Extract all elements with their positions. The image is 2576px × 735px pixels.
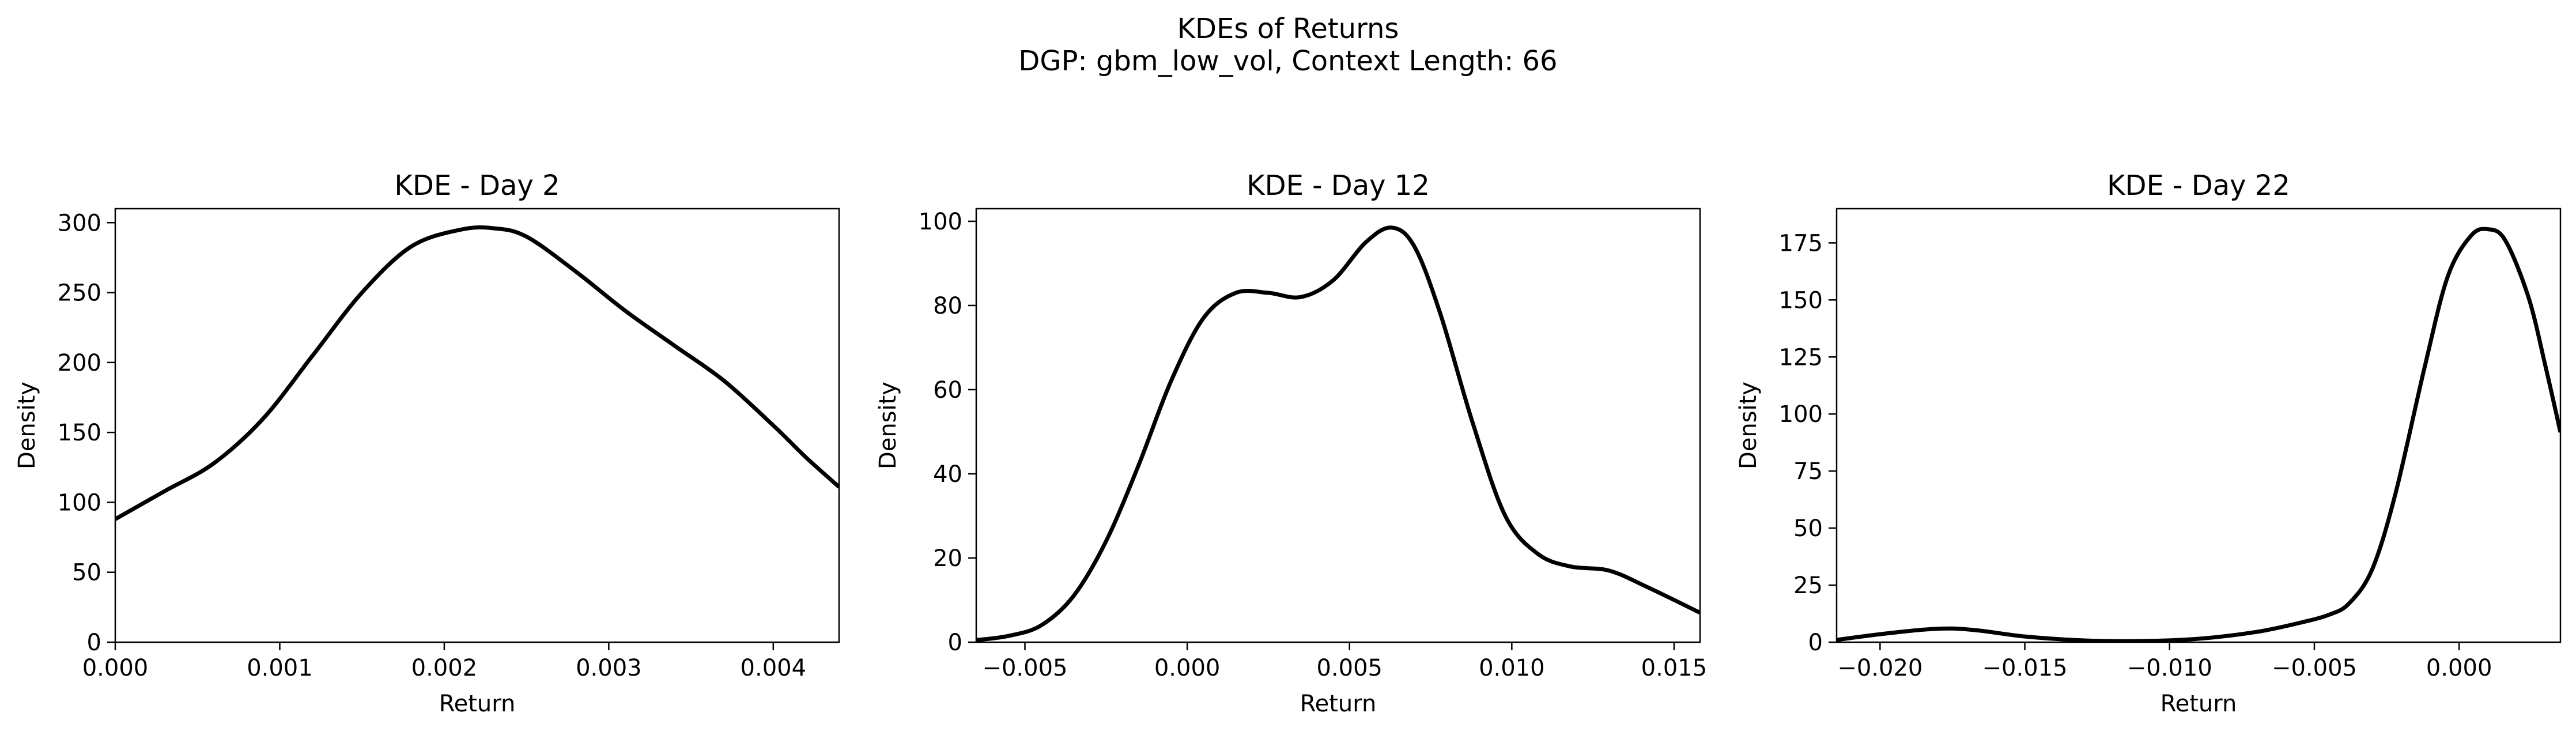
x-tick-label: −0.015 [1982, 655, 2068, 681]
y-axis-label: Density [875, 382, 901, 469]
y-tick-label: 20 [933, 545, 962, 572]
x-tick-label: 0.001 [247, 655, 313, 681]
x-tick-label: −0.005 [2272, 655, 2357, 681]
y-tick-label: 60 [933, 377, 962, 404]
x-tick-label: −0.020 [1837, 655, 1922, 681]
x-tick-label: 0.005 [1316, 655, 1383, 681]
x-tick-label: 0.000 [82, 655, 149, 681]
y-tick-label: 0 [87, 630, 101, 656]
x-tick-label: −0.005 [982, 655, 1067, 681]
axes-frame [114, 208, 840, 643]
y-tick-label: 150 [58, 420, 101, 446]
subplot-1: 0.000 0.001 0.002 0.003 0.004 0 50 100 150 200 250… [14, 169, 840, 717]
y-tick-label: 300 [58, 210, 101, 236]
subplot-grid: 0.000 0.001 0.002 0.003 0.004050100150200250… [14, 169, 2562, 717]
x-axis-label: Return [1300, 691, 1377, 717]
y-tick-label: 80 [933, 293, 962, 319]
x-tick-label: 0.004 [741, 655, 807, 681]
x-tick-label: 0.003 [576, 655, 642, 681]
y-tick-label: 25 [1793, 572, 1823, 599]
subplot-title: KDE - Day 12 [1247, 169, 1430, 202]
kde-curve [1837, 227, 2560, 642]
x-tick-label: 0.000 [1154, 655, 1221, 681]
y-tick-label: 50 [72, 560, 101, 586]
y-tick-label: 100 [919, 209, 962, 235]
y-tick-label: 200 [58, 350, 101, 376]
y-tick-label: 40 [933, 461, 962, 488]
y-axis-label: Density [14, 382, 40, 469]
x-axis-label: Return [2160, 691, 2237, 717]
figure-subtitle: DGP: gbm_low_vol, Context Length: 66 [1018, 45, 1557, 77]
subplot-3: −0.020 −0.015 −0.010 −0.005 0.000 0 25 50 75 100 1… [1735, 169, 2562, 717]
y-tick-label: 50 [1793, 515, 1823, 542]
y-tick-label: 0 [1808, 630, 1823, 656]
y-tick-label: 250 [58, 280, 101, 307]
y-tick-label: 125 [1779, 344, 1823, 371]
x-axis-label: Return [439, 691, 516, 717]
axes-frame [1835, 208, 2562, 643]
x-tick-label: −0.010 [2127, 655, 2212, 681]
kde-curve [115, 225, 839, 521]
x-tick-label: 0.000 [2426, 655, 2492, 681]
figure-title: KDEs of Returns [1177, 13, 1399, 45]
kde-curve [976, 225, 1700, 642]
x-tick-label: 0.010 [1479, 655, 1545, 681]
axes-frame [975, 208, 1701, 643]
y-tick-label: 0 [948, 630, 962, 656]
y-tick-label: 75 [1793, 458, 1823, 485]
x-tick-label: 0.015 [1641, 655, 1708, 681]
subplot-title: KDE - Day 22 [2107, 169, 2290, 202]
y-tick-label: 175 [1779, 230, 1823, 257]
subplot-title: KDE - Day 2 [394, 169, 560, 202]
y-tick-label: 100 [58, 489, 101, 516]
y-tick-label: 100 [1779, 401, 1823, 428]
y-axis-label: Density [1735, 382, 1762, 469]
x-tick-label: 0.002 [411, 655, 478, 681]
subplot-2: −0.005 0.000 0.005 0.010 0.015 0 20 40 60 80 100 KD… [875, 169, 1707, 717]
y-tick-label: 150 [1779, 287, 1823, 314]
